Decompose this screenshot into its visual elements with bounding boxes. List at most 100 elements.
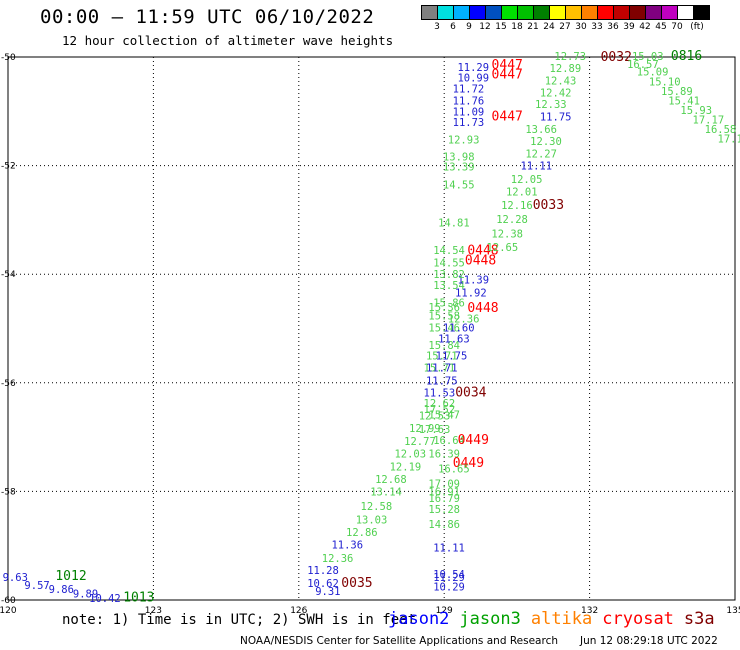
swh-value-label: 9.89 [73, 588, 98, 600]
swh-value-label: 15.10 [649, 76, 681, 88]
lon-tick-label: 129 [436, 606, 453, 616]
swh-value-label: 11.29 [457, 62, 489, 74]
swh-value-label: 11.73 [453, 117, 485, 129]
swh-value-label: 12.33 [535, 99, 567, 111]
scale-label: 15 [495, 22, 507, 32]
swh-value-label: 11.76 [453, 95, 485, 107]
lon-tick-label: 126 [290, 606, 307, 616]
swh-value-label: 11.29 [433, 572, 465, 584]
swh-value-label: 12.86 [346, 527, 378, 539]
lon-tick-label: 135 [726, 606, 740, 616]
swh-value-label: 9.86 [49, 584, 74, 596]
pass-time-label: 0447 [492, 110, 523, 125]
swh-value-label: 10.29 [433, 581, 465, 593]
swh-value-label: 13.98 [443, 151, 475, 163]
sat-altika-label: altika [530, 609, 593, 629]
lon-tick-label: 123 [145, 606, 162, 616]
pass-time-label: 0033 [533, 198, 564, 213]
swh-value-label: 15.28 [428, 504, 460, 516]
swh-value-label: 17.17 [693, 114, 725, 126]
swh-value-label: 12.43 [545, 75, 577, 87]
swh-value-label: 12.28 [496, 214, 528, 226]
map-frame [7, 56, 736, 601]
scale-label: 30 [575, 22, 587, 32]
swh-value-label: 16.91 [428, 486, 460, 498]
swh-value-label: 14.86 [428, 519, 460, 531]
swh-value-label: 15.71 [426, 351, 458, 363]
pass-time-label: 1012 [55, 569, 86, 584]
swh-value-label: 12.99 [409, 423, 441, 435]
swh-value-label: 13.14 [370, 486, 402, 498]
pass-time-label: 0449 [453, 456, 484, 471]
swh-value-label: 12.65 [487, 242, 519, 254]
swh-value-label: 15.58 [428, 310, 460, 322]
pass-time-label: 0034 [455, 386, 486, 401]
swh-value-label: 13.66 [525, 124, 557, 136]
swh-value-label: 15.47 [428, 409, 460, 421]
sat-jason3-label: jason3 [459, 609, 521, 629]
scale-label: 3 [434, 22, 440, 32]
swh-value-label: 17.09 [428, 478, 460, 490]
lat-tick-label: -60 [1, 596, 16, 606]
pass-time-label: 0448 [467, 301, 498, 316]
swh-value-label: 12.73 [554, 51, 586, 63]
scale-label: 42 [639, 22, 651, 32]
swh-value-label: 12.42 [540, 87, 572, 99]
swh-value-label: 11.09 [453, 106, 485, 118]
swh-value-label: 16.58 [705, 124, 737, 136]
pass-time-label: 0449 [458, 433, 489, 448]
sat-cryosat-label: cryosat [602, 609, 674, 629]
swh-value-label: 10.99 [457, 73, 489, 85]
swh-value-label: 15.09 [637, 67, 669, 79]
scale-label: 21 [527, 22, 539, 32]
swh-value-label: 12.58 [361, 501, 393, 513]
swh-value-label: 11.53 [424, 388, 456, 400]
swh-value-label: 16.79 [428, 493, 460, 505]
scale-label: 39 [623, 22, 635, 32]
pass-time-label: 0032 [601, 50, 632, 65]
swh-value-label: 12.36 [448, 314, 480, 326]
swh-value-label: 13.54 [433, 280, 465, 292]
swh-value-label: 11.75 [540, 112, 572, 124]
scale-label: 70 [671, 22, 683, 32]
scale-label: 33 [591, 22, 603, 32]
swh-value-label: 15.03 [632, 51, 664, 63]
pass-time-label: 0035 [341, 576, 372, 591]
scale-label: 6 [450, 22, 456, 32]
swh-value-label: 12.03 [394, 448, 426, 460]
pass-time-label: 0816 [671, 49, 702, 64]
page-title: 00:00 – 11:59 UTC 06/10/2022 [40, 6, 375, 28]
swh-value-label: 12.16 [501, 200, 533, 212]
generated-timestamp: Jun 12 08:29:18 UTC 2022 [580, 635, 718, 647]
swh-value-label: 11.60 [443, 322, 475, 334]
lon-tick-label: 132 [581, 606, 598, 616]
scale-label: 27 [559, 22, 571, 32]
swh-value-label: 15.93 [680, 105, 712, 117]
swh-value-label: 14.55 [443, 180, 475, 192]
sat-s3a-label: s3a [683, 609, 715, 629]
scale-swatch [693, 5, 710, 20]
swh-value-label: 12.36 [322, 553, 354, 565]
scale-label: 9 [466, 22, 472, 32]
swh-value-label: 12.53 [419, 410, 451, 422]
swh-value-label: 12.77 [404, 436, 436, 448]
page-subtitle: 12 hour collection of altimeter wave hei… [62, 33, 394, 48]
swh-value-label: 16.64 [433, 435, 465, 447]
swh-value-label: 10.42 [89, 593, 121, 605]
swh-value-label: 12.89 [550, 63, 582, 75]
swh-value-label: 10.62 [307, 578, 339, 590]
scale-label: 12 [479, 22, 491, 32]
satellite-legend: jason2 jason3 altika cryosat s3a [388, 609, 725, 629]
lat-tick-label: -50 [1, 53, 16, 63]
swh-value-label: 12.68 [375, 474, 407, 486]
swh-value-label: 11.11 [433, 542, 465, 554]
swh-value-label: 12.01 [506, 187, 538, 199]
credit-line: NOAA/NESDIS Center for Satellite Applica… [240, 635, 718, 647]
swh-value-label: 11.92 [455, 288, 487, 300]
swh-value-label: 12.62 [424, 398, 456, 410]
wave-height-color-scale [421, 5, 710, 20]
swh-value-label: 9.63 [3, 572, 28, 584]
swh-value-label: 12.27 [525, 149, 557, 161]
pass-time-label: 1013 [123, 590, 154, 605]
